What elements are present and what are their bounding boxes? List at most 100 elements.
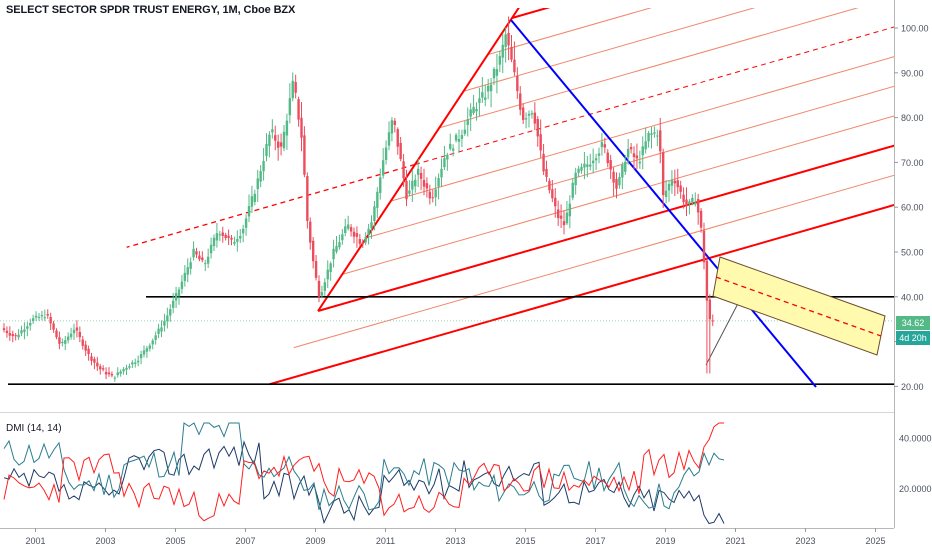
candle-body (268, 135, 270, 146)
candle-body (38, 317, 40, 318)
candle-body (318, 281, 320, 297)
price-tick-label: 40.00 (901, 292, 924, 302)
candle-body (379, 177, 381, 192)
candle-body (324, 282, 326, 291)
candle-body (128, 366, 130, 367)
candle-body (143, 350, 145, 354)
candle-body (461, 135, 463, 139)
candle-body (429, 192, 431, 199)
candle-body (122, 369, 124, 371)
candle-body (490, 85, 492, 91)
candle-body (440, 169, 442, 178)
candle-body (41, 315, 43, 316)
candle-body (382, 160, 384, 175)
candle-body (472, 107, 474, 113)
candle-body (537, 119, 539, 136)
candle-body (23, 330, 25, 332)
candle-body (332, 249, 334, 259)
candle-body (73, 330, 75, 333)
candle-body (213, 238, 215, 246)
candle-body (9, 333, 11, 335)
candle-body (163, 321, 165, 326)
candle-body (201, 257, 203, 260)
candle-body (257, 178, 259, 189)
candle-body (117, 372, 119, 375)
candle-body (224, 235, 226, 238)
candle-body (157, 329, 159, 334)
candle-body (496, 69, 498, 76)
dmi-indicator-label[interactable]: DMI (14, 14) (6, 423, 62, 434)
candle-body (125, 368, 127, 370)
candle-body (87, 349, 89, 354)
candle-body (347, 225, 349, 229)
candle-body (402, 161, 404, 178)
candle-body (286, 121, 288, 136)
candle-body (446, 155, 448, 160)
candle-body (26, 326, 28, 328)
candle-body (589, 165, 591, 167)
candle-body (35, 316, 37, 318)
candle-body (114, 378, 116, 379)
candle-body (694, 203, 696, 205)
price-tick-label: 80.00 (901, 113, 924, 123)
price-tick-label: 90.00 (901, 68, 924, 78)
candle-body (577, 169, 579, 173)
candle-body (475, 109, 477, 111)
candle-body (146, 348, 148, 352)
candle-body (49, 317, 51, 323)
candle-body (566, 213, 568, 224)
candle-body (399, 143, 401, 159)
candle-body (531, 113, 533, 114)
price-tick-label: 70.00 (901, 158, 924, 168)
candle-body (487, 86, 489, 92)
candle-body (14, 335, 16, 336)
candle-body (709, 300, 711, 320)
candle-body (184, 273, 186, 281)
candle-body (172, 301, 174, 308)
time-tick-label: 2017 (585, 536, 605, 546)
candle-body (630, 147, 632, 149)
candle-body (297, 99, 299, 119)
candle-body (166, 315, 168, 321)
candle-body (233, 242, 235, 244)
candle-body (152, 341, 154, 345)
candle-body (335, 246, 337, 252)
candle-body (542, 154, 544, 171)
candle-body (572, 183, 574, 198)
candle-body (271, 129, 273, 132)
candle-body (362, 242, 364, 243)
candle-body (700, 211, 702, 228)
time-tick-label: 2019 (655, 536, 675, 546)
candle-body (662, 152, 664, 195)
candle-body (216, 233, 218, 240)
candle-body (516, 76, 518, 91)
candle-body (259, 171, 261, 182)
candle-body (265, 144, 267, 156)
candle-body (149, 346, 151, 349)
candle-body (67, 337, 69, 341)
candle-body (350, 227, 352, 231)
candle-body (61, 342, 63, 343)
candle-body (251, 196, 253, 207)
candle-body (55, 331, 57, 338)
dmi-tick-label: 20.0000 (899, 484, 932, 494)
candle-body (248, 206, 250, 216)
candle-body (525, 118, 527, 119)
candle-body (219, 234, 221, 235)
candle-body (76, 328, 78, 331)
candle-body (548, 181, 550, 190)
candle-body (210, 245, 212, 253)
candle-body (656, 135, 658, 136)
candle-body (195, 251, 197, 254)
candle-body (274, 135, 276, 141)
candle-body (624, 162, 626, 172)
candle-body (391, 120, 393, 133)
candle-body (423, 180, 425, 187)
candle-body (277, 142, 279, 148)
candle-body (105, 372, 107, 374)
candle-body (370, 222, 372, 228)
time-tick-label: 2013 (445, 536, 465, 546)
price-tick-label: 50.00 (901, 248, 924, 258)
